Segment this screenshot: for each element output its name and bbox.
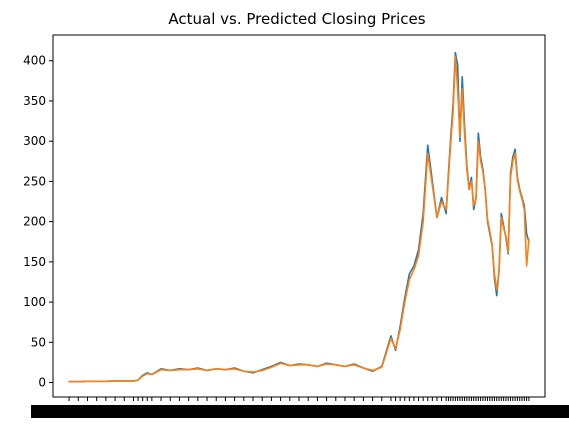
- series-layer: [68, 51, 530, 383]
- y-tick-label: 150: [23, 255, 46, 269]
- y-tick-label: 350: [23, 94, 46, 108]
- chart-title: Actual vs. Predicted Closing Prices: [168, 10, 425, 28]
- y-tick-label: 50: [31, 335, 46, 349]
- x-tick-label-band: [31, 405, 569, 418]
- x-axis-tick-labels: [31, 397, 569, 418]
- series-line-0: [68, 51, 530, 383]
- y-tick-label: 100: [23, 295, 46, 309]
- series-line-1: [68, 55, 530, 383]
- y-tick-label: 250: [23, 174, 46, 188]
- y-tick-label: 200: [23, 215, 46, 229]
- axes-frame: [52, 34, 546, 398]
- y-tick-label: 300: [23, 134, 46, 148]
- y-axis-ticks: 0 50 100 150 200 250 300 350 400: [23, 54, 53, 390]
- y-tick-label: 400: [23, 54, 46, 68]
- y-tick-label: 0: [38, 376, 46, 390]
